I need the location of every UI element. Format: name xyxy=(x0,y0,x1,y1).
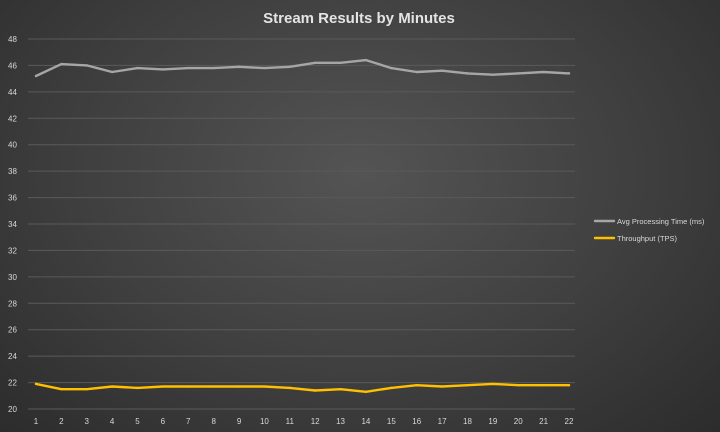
data-point xyxy=(161,385,165,388)
data-point xyxy=(517,384,520,387)
data-point xyxy=(136,66,139,70)
x-tick-label: 4 xyxy=(110,417,115,426)
y-tick-label: 42 xyxy=(8,114,17,123)
x-tick-label: 20 xyxy=(514,417,523,426)
data-point xyxy=(466,384,469,387)
x-tick-label: 15 xyxy=(387,417,396,426)
data-point xyxy=(187,385,190,388)
data-point xyxy=(263,385,266,388)
data-point xyxy=(34,382,38,386)
x-tick-label: 5 xyxy=(135,417,140,426)
y-tick-label: 30 xyxy=(8,273,17,282)
data-point xyxy=(364,58,368,62)
y-axis-tick-labels: 20 22 24 26 28 30 32 34 36 38 40 42 44 46 48 xyxy=(8,35,17,414)
data-point xyxy=(288,65,292,68)
x-tick-label: 21 xyxy=(539,417,548,426)
x-tick-label: 12 xyxy=(311,417,320,426)
data-point xyxy=(567,72,571,75)
series-line-0 xyxy=(34,58,571,78)
y-tick-label: 20 xyxy=(8,405,17,414)
data-point xyxy=(567,384,571,387)
data-point xyxy=(136,386,139,390)
data-point xyxy=(263,66,266,70)
x-tick-label: 11 xyxy=(286,417,295,426)
y-tick-label: 22 xyxy=(8,379,17,388)
x-tick-label: 19 xyxy=(488,417,497,426)
data-point xyxy=(491,73,495,76)
x-tick-label: 16 xyxy=(412,417,421,426)
y-tick-label: 28 xyxy=(8,299,17,308)
x-tick-label: 6 xyxy=(161,417,166,426)
x-tick-label: 8 xyxy=(211,417,216,426)
y-tick-label: 46 xyxy=(8,61,17,70)
data-point xyxy=(288,386,292,390)
x-tick-label: 17 xyxy=(438,417,447,426)
x-tick-label: 22 xyxy=(565,417,574,426)
x-tick-label: 13 xyxy=(336,417,345,426)
y-tick-label: 48 xyxy=(8,35,17,44)
legend-label: Avg Processing Time (ms) xyxy=(617,217,705,226)
data-point xyxy=(542,384,545,387)
data-point xyxy=(313,389,317,392)
data-point xyxy=(237,65,241,68)
y-tick-label: 44 xyxy=(8,88,17,97)
gridlines xyxy=(28,38,575,410)
x-tick-label: 18 xyxy=(463,417,472,426)
data-point xyxy=(440,69,444,72)
y-tick-label: 32 xyxy=(8,246,17,255)
data-point xyxy=(313,61,317,64)
data-point xyxy=(542,70,545,74)
y-tick-label: 36 xyxy=(8,194,17,203)
x-tick-label: 2 xyxy=(59,417,64,426)
series-lines xyxy=(34,58,571,394)
legend: Avg Processing Time (ms) Throughput (TPS) xyxy=(593,217,705,243)
y-tick-label: 40 xyxy=(8,141,17,150)
data-point xyxy=(34,74,38,78)
legend-label: Throughput (TPS) xyxy=(617,234,678,243)
chart-title: Stream Results by Minutes xyxy=(263,10,455,27)
data-point xyxy=(85,387,88,391)
data-point xyxy=(110,70,114,74)
data-point xyxy=(440,385,444,388)
data-point xyxy=(85,64,88,67)
x-tick-label: 3 xyxy=(85,417,90,426)
data-point xyxy=(60,62,63,66)
x-axis-tick-labels: 1 2 3 4 5 6 7 8 9 10 11 12 13 14 15 16 17 18 19 20 21 22 xyxy=(34,417,574,426)
data-point xyxy=(237,385,241,388)
data-point xyxy=(466,72,469,75)
data-point xyxy=(390,66,393,70)
y-tick-label: 26 xyxy=(8,326,17,335)
data-point xyxy=(390,386,393,390)
x-tick-label: 10 xyxy=(260,417,269,426)
x-tick-label: 9 xyxy=(237,417,242,426)
data-point xyxy=(60,387,63,391)
data-point xyxy=(491,382,495,386)
data-point xyxy=(517,72,520,75)
x-tick-label: 7 xyxy=(186,417,191,426)
data-point xyxy=(364,390,368,394)
data-point xyxy=(339,61,342,64)
series-line-1 xyxy=(34,382,571,393)
data-point xyxy=(415,384,418,387)
data-point xyxy=(161,68,165,71)
data-point xyxy=(110,385,114,388)
x-tick-label: 14 xyxy=(361,417,370,426)
data-point xyxy=(187,66,190,70)
data-point xyxy=(212,66,215,70)
data-point xyxy=(415,70,418,74)
data-point xyxy=(212,385,215,388)
x-tick-label: 1 xyxy=(34,417,39,426)
y-tick-label: 34 xyxy=(8,220,17,229)
y-tick-label: 38 xyxy=(8,167,17,176)
data-point xyxy=(339,387,342,391)
y-tick-label: 24 xyxy=(8,352,17,361)
